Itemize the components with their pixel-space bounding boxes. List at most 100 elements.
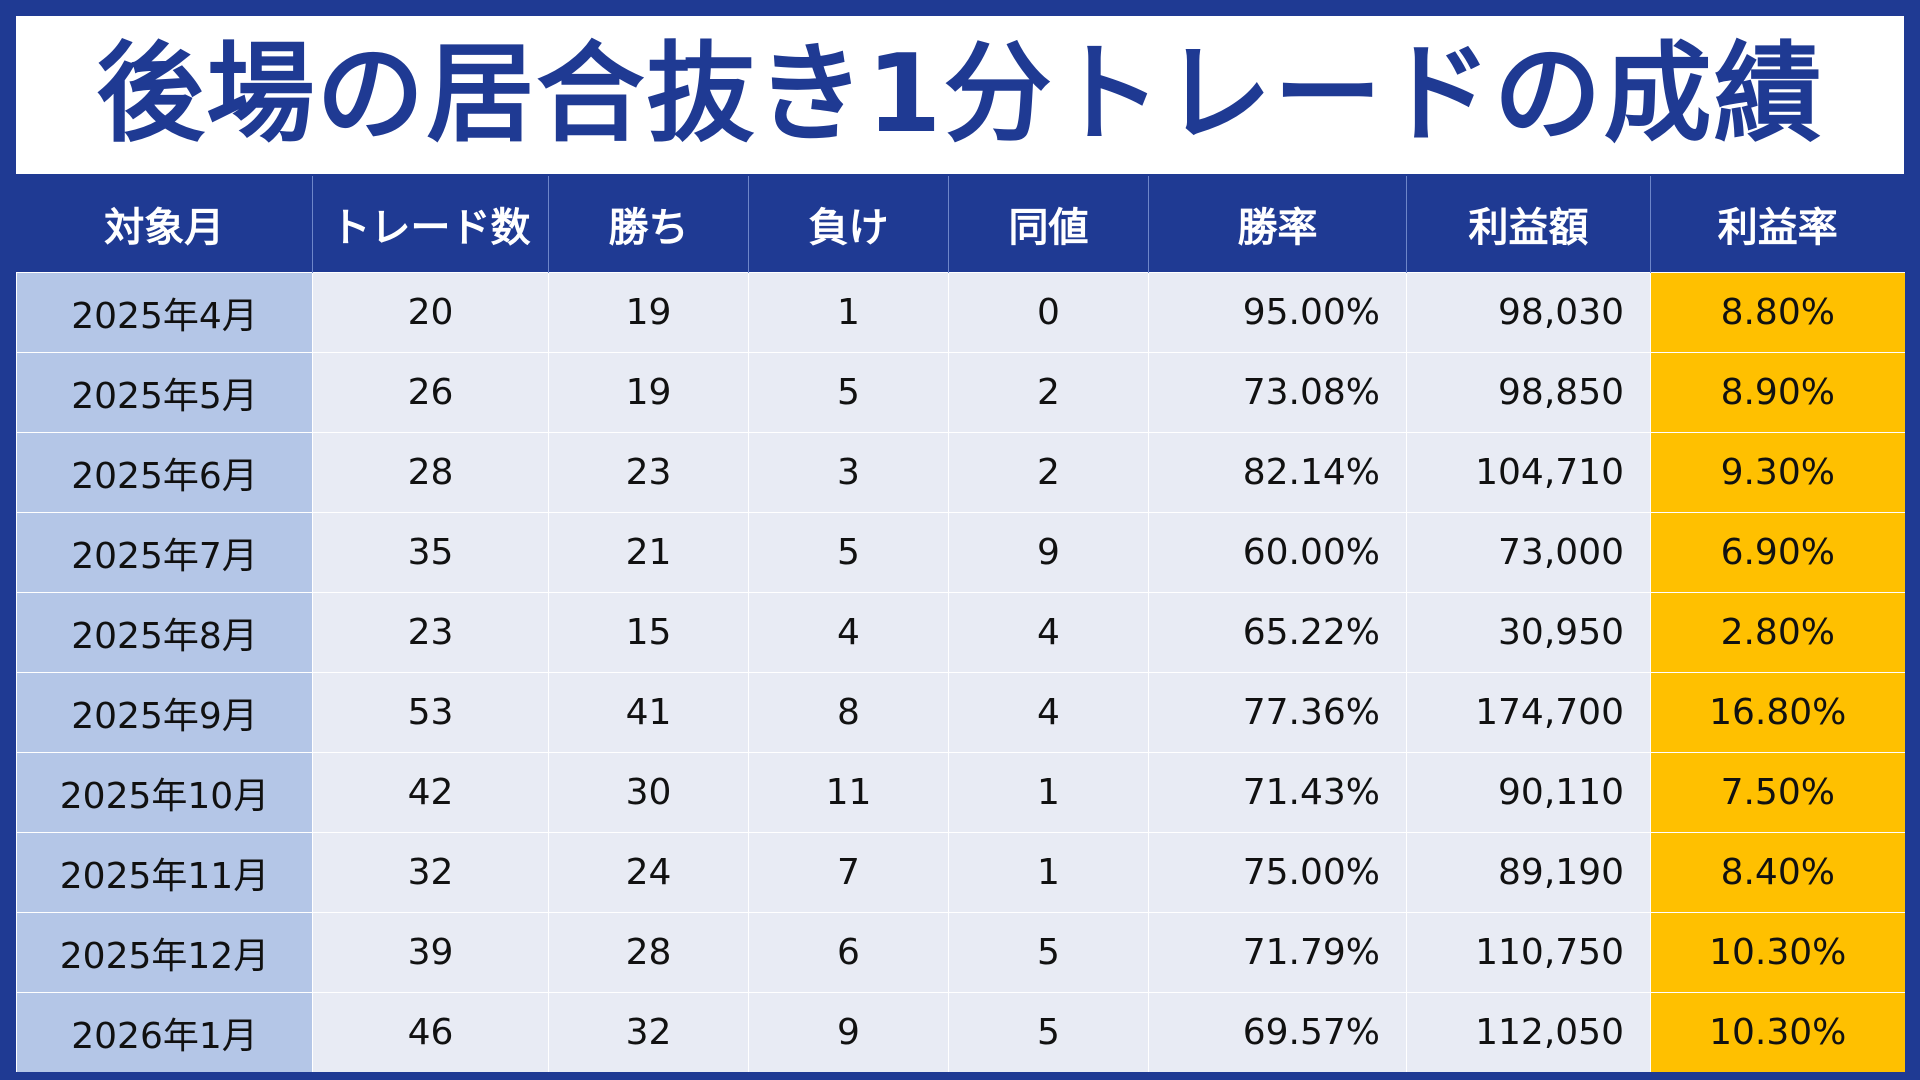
table-row: 2025年7月 35 21 5 9 60.00% 73,000 6.90% xyxy=(16,512,1905,593)
cell-profit-rate: 16.80% xyxy=(1650,672,1905,753)
cell-trades: 46 xyxy=(312,992,549,1072)
cell-draws: 9 xyxy=(948,512,1149,593)
cell-draws: 4 xyxy=(948,672,1149,753)
cell-profit-rate: 6.90% xyxy=(1650,512,1905,593)
cell-trades: 20 xyxy=(312,272,549,353)
cell-month: 2025年10月 xyxy=(16,752,313,833)
cell-draws: 4 xyxy=(948,592,1149,673)
cell-month: 2025年12月 xyxy=(16,912,313,993)
table-row: 2025年12月 39 28 6 5 71.79% 110,750 10.30% xyxy=(16,912,1905,993)
cell-draws: 5 xyxy=(948,912,1149,993)
cell-losses: 1 xyxy=(748,272,949,353)
cell-profit-rate: 8.80% xyxy=(1650,272,1905,353)
cell-month: 2025年5月 xyxy=(16,352,313,433)
cell-draws: 1 xyxy=(948,752,1149,833)
cell-losses: 5 xyxy=(748,352,949,433)
page-frame: 後場の居合抜き1分トレードの成績 対象月 トレード数 勝ち 負け 同値 勝率 利… xyxy=(16,16,1905,1072)
cell-win-rate: 75.00% xyxy=(1148,832,1407,913)
cell-win-rate: 71.79% xyxy=(1148,912,1407,993)
title-banner: 後場の居合抜き1分トレードの成績 xyxy=(16,16,1904,174)
cell-trades: 39 xyxy=(312,912,549,993)
header-wins: 勝ち xyxy=(548,176,749,273)
cell-wins: 15 xyxy=(548,592,749,673)
cell-profit-rate: 10.30% xyxy=(1650,992,1905,1072)
cell-profit: 112,050 xyxy=(1406,992,1651,1072)
table-row: 2025年11月 32 24 7 1 75.00% 89,190 8.40% xyxy=(16,832,1905,913)
cell-losses: 6 xyxy=(748,912,949,993)
results-table: 対象月 トレード数 勝ち 負け 同値 勝率 利益額 利益率 2025年4月 20… xyxy=(16,176,1905,1072)
cell-trades: 23 xyxy=(312,592,549,673)
cell-month: 2026年1月 xyxy=(16,992,313,1072)
cell-profit: 110,750 xyxy=(1406,912,1651,993)
cell-losses: 8 xyxy=(748,672,949,753)
table-row: 2025年10月 42 30 11 1 71.43% 90,110 7.50% xyxy=(16,752,1905,833)
table-row: 2025年4月 20 19 1 0 95.00% 98,030 8.80% xyxy=(16,272,1905,353)
cell-wins: 30 xyxy=(548,752,749,833)
cell-month: 2025年8月 xyxy=(16,592,313,673)
header-trades: トレード数 xyxy=(312,176,549,273)
cell-win-rate: 77.36% xyxy=(1148,672,1407,753)
header-row: 対象月 トレード数 勝ち 負け 同値 勝率 利益額 利益率 xyxy=(16,176,1905,273)
table-row: 2025年6月 28 23 3 2 82.14% 104,710 9.30% xyxy=(16,432,1905,513)
cell-draws: 2 xyxy=(948,352,1149,433)
cell-losses: 9 xyxy=(748,992,949,1072)
cell-losses: 5 xyxy=(748,512,949,593)
table-row: 2025年5月 26 19 5 2 73.08% 98,850 8.90% xyxy=(16,352,1905,433)
cell-wins: 32 xyxy=(548,992,749,1072)
header-draws: 同値 xyxy=(948,176,1149,273)
cell-losses: 3 xyxy=(748,432,949,513)
table-row: 2025年8月 23 15 4 4 65.22% 30,950 2.80% xyxy=(16,592,1905,673)
cell-profit: 90,110 xyxy=(1406,752,1651,833)
cell-profit: 89,190 xyxy=(1406,832,1651,913)
cell-win-rate: 73.08% xyxy=(1148,352,1407,433)
cell-win-rate: 95.00% xyxy=(1148,272,1407,353)
cell-trades: 32 xyxy=(312,832,549,913)
cell-month: 2025年9月 xyxy=(16,672,313,753)
header-losses: 負け xyxy=(748,176,949,273)
cell-profit-rate: 7.50% xyxy=(1650,752,1905,833)
cell-win-rate: 60.00% xyxy=(1148,512,1407,593)
table-row: 2025年9月 53 41 8 4 77.36% 174,700 16.80% xyxy=(16,672,1905,753)
cell-profit: 174,700 xyxy=(1406,672,1651,753)
cell-trades: 35 xyxy=(312,512,549,593)
cell-trades: 26 xyxy=(312,352,549,433)
cell-wins: 23 xyxy=(548,432,749,513)
header-profit: 利益額 xyxy=(1406,176,1651,273)
cell-profit-rate: 8.40% xyxy=(1650,832,1905,913)
cell-wins: 19 xyxy=(548,352,749,433)
header-win-rate: 勝率 xyxy=(1148,176,1407,273)
cell-wins: 24 xyxy=(548,832,749,913)
cell-wins: 21 xyxy=(548,512,749,593)
cell-losses: 7 xyxy=(748,832,949,913)
cell-losses: 11 xyxy=(748,752,949,833)
cell-win-rate: 82.14% xyxy=(1148,432,1407,513)
cell-win-rate: 71.43% xyxy=(1148,752,1407,833)
cell-draws: 0 xyxy=(948,272,1149,353)
cell-trades: 28 xyxy=(312,432,549,513)
cell-profit: 98,030 xyxy=(1406,272,1651,353)
cell-wins: 19 xyxy=(548,272,749,353)
table-row: 2026年1月 46 32 9 5 69.57% 112,050 10.30% xyxy=(16,992,1905,1072)
cell-profit: 30,950 xyxy=(1406,592,1651,673)
cell-month: 2025年6月 xyxy=(16,432,313,513)
cell-losses: 4 xyxy=(748,592,949,673)
cell-profit-rate: 2.80% xyxy=(1650,592,1905,673)
cell-draws: 1 xyxy=(948,832,1149,913)
cell-wins: 41 xyxy=(548,672,749,753)
header-profit-rate: 利益率 xyxy=(1650,176,1905,273)
cell-win-rate: 65.22% xyxy=(1148,592,1407,673)
cell-draws: 5 xyxy=(948,992,1149,1072)
cell-win-rate: 69.57% xyxy=(1148,992,1407,1072)
cell-trades: 53 xyxy=(312,672,549,753)
cell-profit: 73,000 xyxy=(1406,512,1651,593)
cell-month: 2025年11月 xyxy=(16,832,313,913)
cell-draws: 2 xyxy=(948,432,1149,513)
page-title: 後場の居合抜き1分トレードの成績 xyxy=(96,32,1824,157)
cell-profit: 104,710 xyxy=(1406,432,1651,513)
header-month: 対象月 xyxy=(16,176,313,273)
cell-month: 2025年4月 xyxy=(16,272,313,353)
cell-profit-rate: 8.90% xyxy=(1650,352,1905,433)
cell-profit: 98,850 xyxy=(1406,352,1651,433)
cell-wins: 28 xyxy=(548,912,749,993)
cell-profit-rate: 10.30% xyxy=(1650,912,1905,993)
